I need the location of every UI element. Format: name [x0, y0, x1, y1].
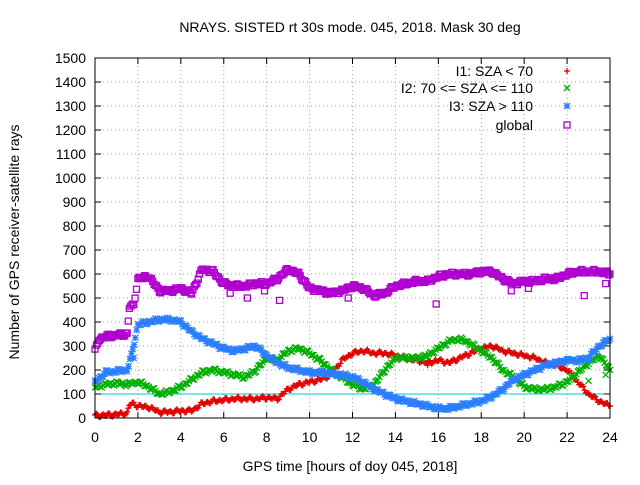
x-tick-label: 6 [220, 429, 228, 445]
x-axis-label: GPS time [hours of doy 045, 2018] [243, 458, 458, 474]
data-point [131, 342, 137, 348]
y-tick-label: 0 [78, 410, 86, 426]
x-tick-label: 24 [602, 429, 618, 445]
legend-marker-3 [564, 103, 570, 109]
x-tick-label: 20 [516, 429, 532, 445]
y-tick-label: 1300 [55, 98, 86, 114]
outlier-point [586, 378, 592, 384]
y-tick-label: 800 [63, 218, 87, 234]
y-tick-label: 200 [63, 362, 87, 378]
y-tick-label: 1500 [55, 50, 86, 66]
y-tick-label: 1100 [56, 146, 86, 162]
outlier-point [581, 293, 587, 299]
outlier-point [227, 290, 233, 296]
x-tick-label: 10 [302, 429, 318, 445]
y-tick-label: 600 [63, 266, 87, 282]
outlier-point [603, 372, 609, 378]
data-point [124, 368, 130, 374]
x-tick-label: 18 [473, 429, 489, 445]
legend-label-i2: I2: 70 <= SZA <= 110 [401, 80, 533, 96]
y-tick-label: 100 [63, 386, 87, 402]
y-axis-label: Number of GPS receiver-satellite rays [6, 125, 22, 360]
data-point [130, 346, 136, 352]
outlier-point [131, 355, 137, 361]
x-tick-label: 12 [345, 429, 361, 445]
data-point [126, 363, 132, 369]
y-tick-label: 900 [63, 194, 87, 210]
y-tick-label: 400 [63, 314, 87, 330]
data-point [125, 318, 131, 324]
y-tick-label: 500 [63, 290, 87, 306]
legend-label-global: global [496, 117, 533, 133]
x-tick-label: 0 [91, 429, 99, 445]
chart-title: NRAYS. SISTED rt 30s mode. 045, 2018. Ma… [179, 19, 520, 35]
y-tick-label: 1000 [55, 170, 86, 186]
outlier-point [603, 281, 609, 287]
legend-marker-1 [564, 68, 570, 74]
legend-label-i1: I1: SZA < 70 [456, 63, 534, 79]
x-tick-label: 22 [559, 429, 575, 445]
x-tick-label: 16 [431, 429, 447, 445]
x-tick-label: 8 [263, 429, 271, 445]
legend: I1: SZA < 70 I2: 70 <= SZA <= 110 I3: SZ… [401, 63, 570, 133]
y-tick-label: 700 [63, 242, 87, 258]
data-point [133, 286, 139, 292]
x-tick-label: 14 [388, 429, 404, 445]
outlier-point [345, 295, 351, 301]
y-tick-label: 1400 [55, 74, 86, 90]
legend-label-i3: I3: SZA > 110 [449, 98, 533, 114]
data-point [132, 335, 138, 341]
y-tick-label: 300 [63, 338, 87, 354]
outlier-point [508, 288, 514, 294]
y-tick-label: 1200 [55, 122, 86, 138]
x-tick-label: 2 [134, 429, 142, 445]
x-tick-label: 4 [177, 429, 185, 445]
